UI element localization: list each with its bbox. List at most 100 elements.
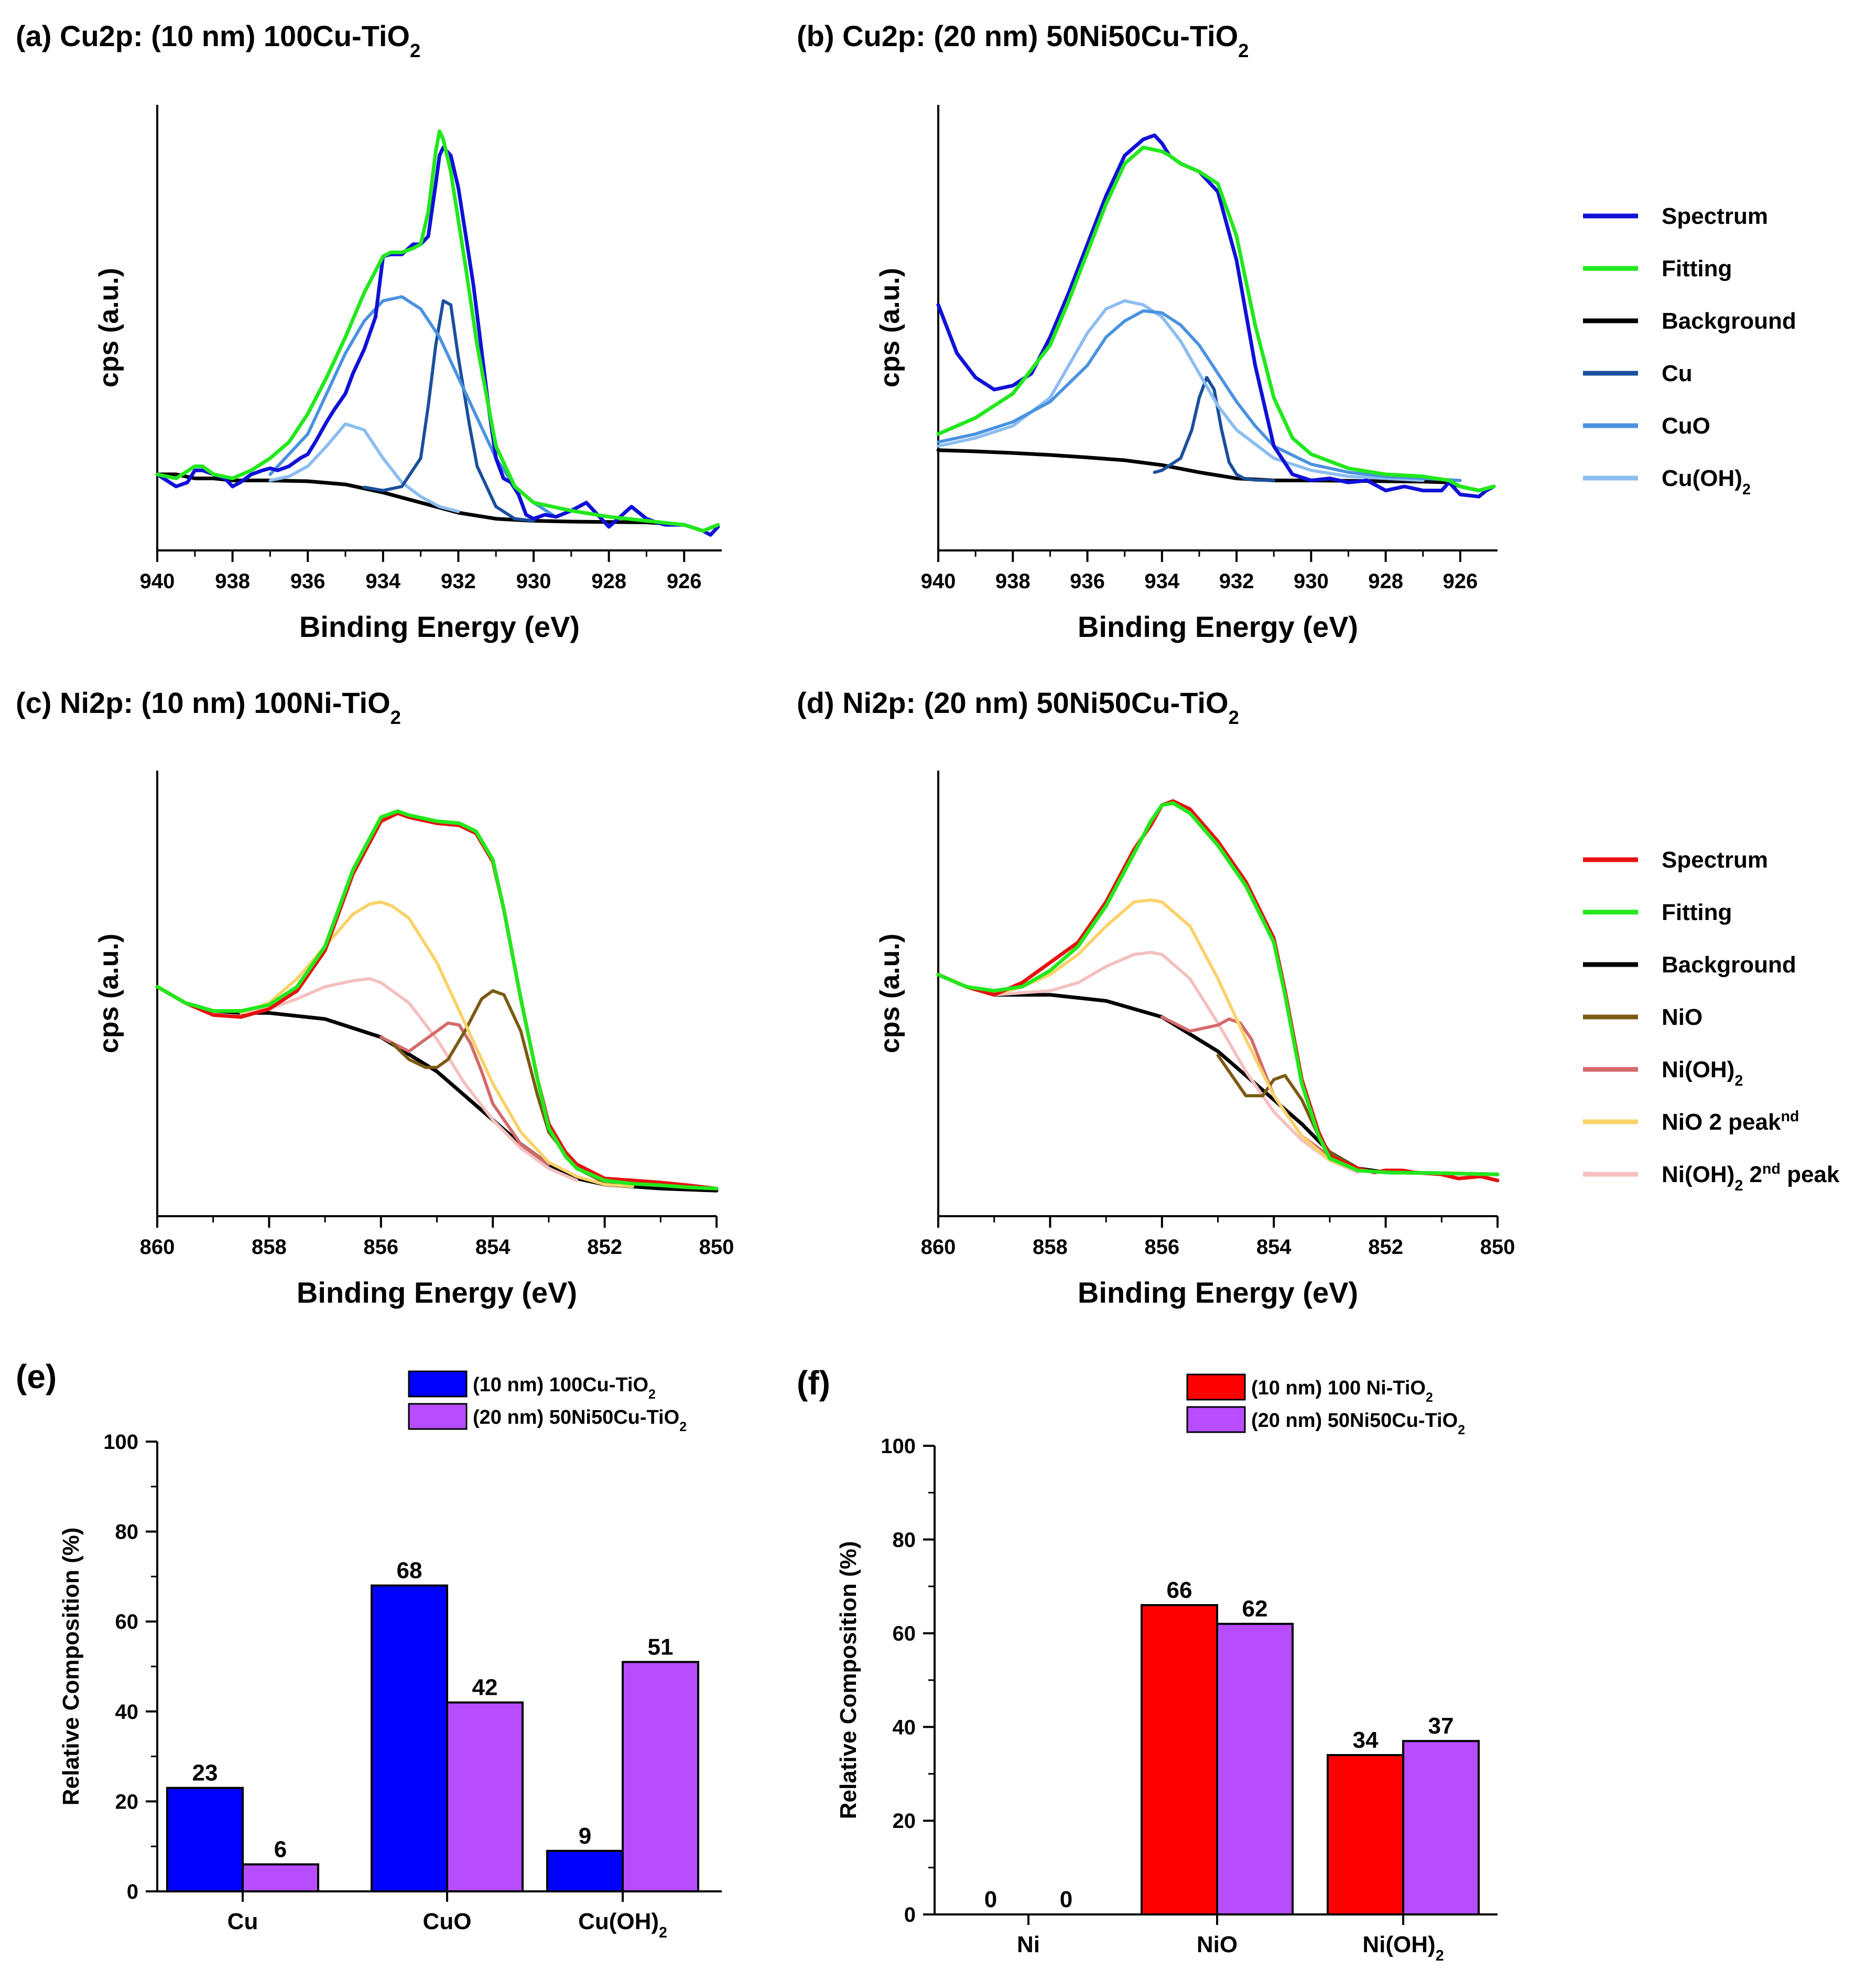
panel-title: (e)	[16, 1358, 57, 1395]
bar-value-label: 51	[648, 1634, 674, 1660]
panel-a: (a) Cu2p: (10 nm) 100Cu-TiO2 940 938 936 934…	[16, 19, 722, 643]
legend-swatch	[408, 1403, 468, 1430]
bar-value-label: 0	[984, 1887, 997, 1912]
series-fitting	[936, 145, 1496, 493]
y-axis-label: Relative Composition (%)	[58, 1528, 84, 1806]
y-axis-label: cps (a.u.)	[94, 934, 124, 1053]
y-axis-label: Relative Composition (%)	[836, 1541, 861, 1820]
x-tick-label: 932	[441, 570, 476, 593]
panel-d: (d) Ni2p: (20 nm) 50Ni50Cu-TiO2 860 858 856…	[797, 686, 1515, 1309]
legend-label: Background	[1662, 308, 1796, 334]
bar	[1216, 1622, 1294, 1915]
category-label: NiO	[1197, 1932, 1238, 1957]
series-fitting	[155, 809, 719, 1190]
series-fitting	[936, 801, 1500, 1176]
legend-swatch	[1186, 1406, 1246, 1433]
x-tick-label: 854	[475, 1236, 511, 1259]
series-cu	[1153, 376, 1276, 482]
bar-value-label: 6	[274, 1837, 287, 1863]
bar-value-label: 0	[1060, 1887, 1072, 1912]
bar-value-label: 62	[1242, 1596, 1268, 1622]
series-background	[936, 972, 1500, 1176]
bar	[546, 1849, 624, 1893]
category-label: Ni(OH)2	[1362, 1932, 1444, 1964]
bar	[1327, 1754, 1404, 1916]
series-background	[936, 448, 1496, 493]
x-tick-label: 936	[1070, 570, 1105, 593]
y-tick-label: 80	[893, 1529, 916, 1552]
x-tick-label: 860	[921, 1236, 956, 1259]
x-tick-label: 860	[140, 1236, 175, 1259]
category-label: Cu(OH)2	[578, 1909, 667, 1941]
legend-ni-spectra: Spectrum Fitting Background NiO Ni(OH)2 NiO 2…	[1583, 847, 1840, 1194]
bar-value-label: 23	[192, 1760, 218, 1786]
bar	[622, 1661, 699, 1892]
x-tick-label: 854	[1256, 1236, 1292, 1259]
legend-label: (20 nm) 50Ni50Cu-TiO2	[1251, 1410, 1465, 1437]
x-axis-label: Binding Energy (eV)	[1078, 610, 1358, 643]
bar	[242, 1863, 319, 1893]
x-tick-label: 852	[587, 1236, 622, 1259]
series-cu-oh-2	[268, 422, 460, 513]
y-tick-label: 20	[893, 1810, 916, 1833]
panel-title: (d) Ni2p: (20 nm) 50Ni50Cu-TiO2	[797, 686, 1239, 728]
legend-cu-spectra: Spectrum Fitting Background Cu CuO Cu(OH)2	[1583, 203, 1796, 498]
x-tick-label: 934	[365, 570, 400, 593]
panel-e: (e) (10 nm) 100Cu-TiO2 (20 nm) 50Ni50Cu-Ti…	[16, 1358, 722, 1941]
series-spectrum	[936, 133, 1496, 499]
panel-b: (b) Cu2p: (20 nm) 50Ni50Cu-TiO2 940 938 936…	[797, 19, 1498, 643]
legend-label: NiO 2 peaknd	[1662, 1108, 1799, 1135]
legend-label: Ni(OH)2	[1662, 1057, 1743, 1089]
y-tick-label: 80	[115, 1521, 139, 1544]
x-tick-label: 940	[140, 570, 175, 593]
x-tick-label: 938	[215, 570, 250, 593]
series-ni-oh-2-2nd-peak	[240, 977, 579, 1182]
series-ni-oh-2-2nd-peak	[992, 950, 1360, 1174]
series-cuo	[937, 309, 1462, 482]
y-axis-label: cps (a.u.)	[875, 934, 905, 1053]
x-axis-label: Binding Energy (eV)	[297, 1276, 577, 1309]
x-tick-label: 940	[921, 570, 956, 593]
x-tick-label: 938	[995, 570, 1031, 593]
x-tick-label: 930	[1294, 570, 1329, 593]
x-tick-label: 850	[1480, 1236, 1515, 1259]
legend-label: (10 nm) 100Cu-TiO2	[473, 1374, 656, 1402]
series-cu-oh-2	[937, 299, 1425, 482]
x-tick-label: 858	[252, 1236, 287, 1259]
x-tick-label: 928	[1368, 570, 1403, 593]
legend-label: Cu	[1662, 361, 1693, 386]
x-axis-label: Binding Energy (eV)	[1078, 1276, 1358, 1309]
legend-label: Ni(OH)2 2nd peak	[1662, 1161, 1840, 1194]
y-tick-label: 60	[893, 1622, 916, 1646]
y-tick-label: 40	[115, 1701, 139, 1724]
series-nio	[391, 989, 606, 1184]
x-tick-label: 932	[1219, 570, 1254, 593]
panel-c: (c) Ni2p: (10 nm) 100Ni-TiO2 860 858 856 854…	[16, 686, 734, 1309]
legend-label: CuO	[1662, 413, 1710, 439]
y-tick-label: 100	[103, 1431, 138, 1454]
x-tick-label: 856	[363, 1236, 398, 1259]
series-spectrum	[936, 799, 1500, 1183]
legend-label: (10 nm) 100 Ni-TiO2	[1251, 1377, 1433, 1405]
panel-title: (c) Ni2p: (10 nm) 100Ni-TiO2	[16, 686, 401, 728]
y-tick-label: 60	[115, 1610, 139, 1633]
x-tick-label: 856	[1144, 1236, 1179, 1259]
legend-label: Spectrum	[1662, 203, 1768, 229]
x-tick-label: 930	[516, 570, 551, 593]
legend-label: Fitting	[1662, 900, 1732, 925]
bar-value-label: 68	[397, 1558, 422, 1584]
x-tick-label: 934	[1144, 570, 1179, 593]
y-tick-label: 40	[893, 1716, 916, 1739]
panel-title: (f)	[797, 1364, 830, 1402]
category-label: Cu	[227, 1909, 258, 1934]
legend-label: (20 nm) 50Ni50Cu-TiO2	[473, 1406, 687, 1434]
category-label: CuO	[423, 1909, 472, 1934]
series-fitting	[155, 129, 720, 533]
y-axis-label: cps (a.u.)	[94, 268, 124, 387]
x-axis-label: Binding Energy (eV)	[299, 610, 580, 643]
panel-f: (f) (10 nm) 100 Ni-TiO2 (20 nm) 50Ni50Cu-T…	[797, 1364, 1498, 1964]
bar	[446, 1701, 524, 1892]
series-spectrum	[155, 145, 720, 537]
bar-value-label: 37	[1428, 1713, 1454, 1739]
panel-title: (a) Cu2p: (10 nm) 100Cu-TiO2	[16, 19, 420, 61]
